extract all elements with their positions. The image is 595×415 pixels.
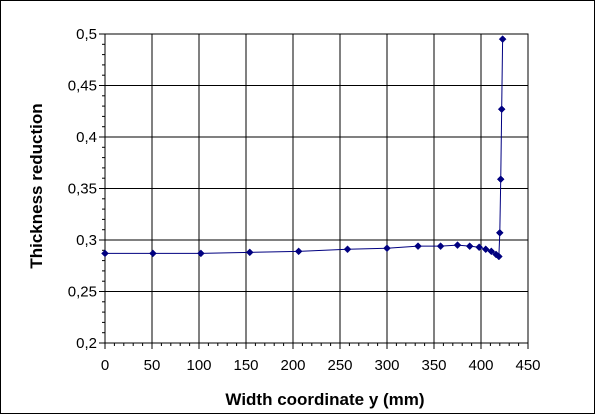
- data-point: [101, 249, 109, 258]
- x-tick-label: 350: [421, 357, 446, 374]
- x-tick-label: 150: [233, 357, 258, 374]
- data-point: [496, 175, 505, 184]
- data-point: [497, 105, 506, 114]
- data-point: [294, 247, 303, 256]
- x-axis-title: Width coordinate y (mm): [225, 390, 424, 409]
- y-tick-label: 0,3: [76, 232, 97, 249]
- y-tick-label: 0,4: [76, 129, 97, 146]
- data-point: [495, 252, 503, 261]
- gridlines: [99, 33, 529, 349]
- x-tick-label: 450: [515, 357, 540, 374]
- data-point: [149, 249, 157, 258]
- x-tick-label: 0: [101, 357, 109, 374]
- data-point: [475, 243, 483, 252]
- data-point: [436, 242, 445, 251]
- data-point: [465, 242, 474, 251]
- data-point: [414, 242, 422, 251]
- x-tick-label: 50: [144, 357, 161, 374]
- data-point: [197, 249, 205, 258]
- y-axis-title: Thickness reduction: [27, 103, 46, 268]
- y-tick-label: 0,5: [76, 26, 97, 43]
- y-tick-label: 0,25: [68, 284, 97, 301]
- series-line: [105, 39, 504, 258]
- data-point: [383, 244, 391, 253]
- data-point: [245, 248, 254, 257]
- data-point: [498, 35, 507, 44]
- y-tick-label: 0,35: [68, 181, 97, 198]
- x-tick-label: 300: [374, 357, 399, 374]
- data-point: [343, 245, 352, 254]
- x-tick-label: 400: [468, 357, 493, 374]
- x-tick-label: 200: [280, 357, 305, 374]
- x-tick-label: 100: [186, 357, 211, 374]
- x-tick-label: 250: [327, 357, 352, 374]
- data-point: [487, 247, 496, 256]
- data-point: [495, 228, 504, 237]
- y-tick-label: 0,2: [76, 335, 97, 352]
- data-point: [453, 241, 462, 250]
- y-tick-label: 0,45: [68, 78, 97, 95]
- data-point: [481, 245, 490, 254]
